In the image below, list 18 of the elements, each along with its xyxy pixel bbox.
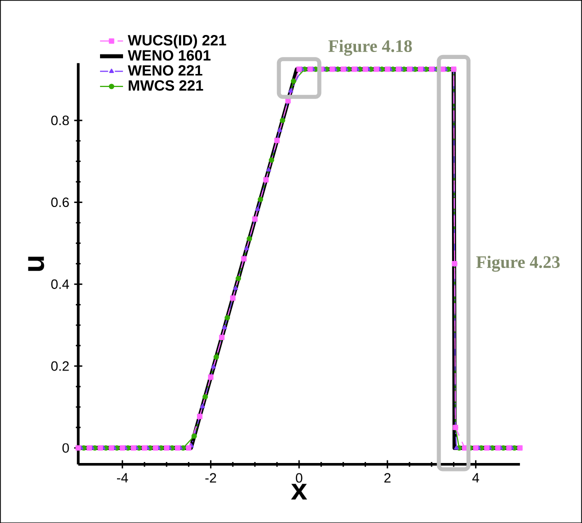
y-axis-title: u	[28, 256, 44, 271]
x-tick-label: 0	[296, 472, 302, 482]
x-tick-label: 2	[384, 472, 390, 482]
y-tick-label: 0	[62, 443, 69, 453]
y-tick-label: 0.2	[51, 361, 69, 371]
legend-label: WUCS(ID) 221	[128, 34, 226, 48]
legend-label: WENO 221	[128, 65, 202, 76]
y-tick-label: 0.6	[51, 197, 69, 207]
y-tick-label: 0.4	[51, 279, 70, 289]
x-tick-label: -4	[117, 472, 128, 482]
annotation: Figure 4.23	[476, 256, 560, 272]
annotation: Figure 4.18	[328, 40, 412, 56]
legend-label: MWCS 221	[128, 80, 204, 91]
y-tick-label: 0.8	[51, 115, 69, 125]
legend-label: WENO 1601	[128, 50, 211, 60]
x-axis-title: x	[291, 484, 308, 500]
x-tick-label: 4	[472, 472, 480, 482]
x-tick-label: -2	[205, 472, 216, 482]
